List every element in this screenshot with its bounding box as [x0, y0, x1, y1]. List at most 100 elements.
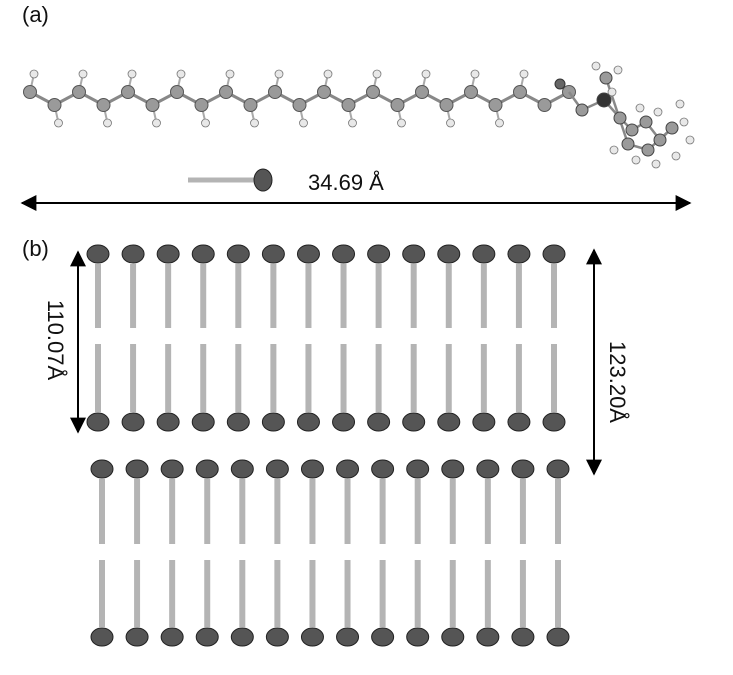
carbon-atom [47, 98, 62, 112]
lipid-head-bottom [332, 412, 356, 432]
hydrogen-atom [609, 145, 619, 155]
hydrogen-atom [519, 69, 529, 79]
panel-a-label: (a) [22, 2, 49, 27]
lipid-head-top [191, 244, 215, 264]
oxygen-atom [554, 78, 566, 90]
carbon-atom [488, 98, 503, 112]
lipid-head-top [265, 459, 289, 479]
hydrogen-atom [54, 118, 63, 128]
nitrogen-atom [596, 92, 612, 108]
lipid-head-bottom [367, 412, 391, 432]
lipid-head-bottom [191, 412, 215, 432]
lipid-head-top [296, 244, 320, 264]
hydrogen-atom [685, 135, 695, 145]
hydrogen-atom [250, 118, 259, 128]
lipid-head-bottom [542, 412, 566, 432]
hydrogen-atom [607, 87, 617, 97]
lipid-head-bottom [90, 627, 114, 647]
carbon-atom [464, 85, 478, 99]
schematic-head [253, 168, 273, 192]
carbon-atom [96, 98, 111, 112]
hydrogen-atom [653, 107, 663, 117]
carbon-atom [194, 98, 209, 112]
carbon-atom [341, 98, 356, 112]
carbon-atom [613, 111, 627, 125]
carbon-atom [513, 85, 527, 99]
lipid-head-top [160, 459, 184, 479]
hydrogen-atom [29, 69, 39, 79]
lipid-head-top [261, 244, 285, 264]
lipid-head-top [86, 244, 110, 264]
lipid-head-bottom [121, 412, 145, 432]
lipid-head-bottom [406, 627, 430, 647]
lipid-head-bottom [86, 412, 110, 432]
carbon-atom [268, 85, 282, 99]
hydrogen-atom [127, 69, 137, 79]
hydrogen-atom [103, 118, 112, 128]
lipid-head-bottom [472, 412, 496, 432]
lipid-head-top [476, 459, 500, 479]
hydrogen-atom [671, 151, 681, 161]
lipid-head-top [300, 459, 324, 479]
carbon-atom [72, 85, 86, 99]
lipid-head-top [332, 244, 356, 264]
panel-b-label: (b) [22, 236, 49, 261]
lipid-head-bottom [265, 627, 289, 647]
lipid-head-bottom [371, 627, 395, 647]
lipid-head-top [507, 244, 531, 264]
carbon-atom [121, 85, 135, 99]
hydrogen-atom [446, 118, 455, 128]
carbon-atom [621, 137, 635, 151]
carbon-atom [665, 121, 679, 135]
hydrogen-atom [78, 69, 88, 79]
lipid-head-bottom [511, 627, 535, 647]
carbon-atom [537, 98, 552, 112]
hydrogen-atom [176, 69, 186, 79]
carbon-atom [219, 85, 233, 99]
lipid-head-bottom [437, 412, 461, 432]
lipid-head-top [402, 244, 426, 264]
lipid-head-bottom [546, 627, 570, 647]
lipid-molecule-model [23, 61, 695, 169]
lipid-head-top [441, 459, 465, 479]
lipid-head-top [546, 459, 570, 479]
lipid-head-top [406, 459, 430, 479]
carbon-atom [292, 98, 307, 112]
lipid-head-top [121, 244, 145, 264]
hydrogen-atom [323, 69, 333, 79]
hydrogen-atom [201, 118, 210, 128]
lipid-head-top [511, 459, 535, 479]
lipid-head-bottom [160, 627, 184, 647]
carbon-atom [23, 85, 37, 99]
lipid-head-top [437, 244, 461, 264]
bilayer-stack [86, 244, 570, 647]
hydrogen-atom [495, 118, 504, 128]
hydrogen-atom [651, 159, 661, 169]
lipid-head-top [472, 244, 496, 264]
carbon-atom [317, 85, 331, 99]
lipid-head-bottom [476, 627, 500, 647]
hydrogen-atom [631, 155, 641, 165]
hydrogen-atom [675, 99, 685, 109]
hydrogen-atom [299, 118, 308, 128]
hydrogen-atom [591, 61, 601, 71]
carbon-atom [599, 71, 613, 85]
lipid-head-bottom [156, 412, 180, 432]
molecule-length-label: 34.69 Å [308, 170, 384, 195]
lipid-head-bottom [195, 627, 219, 647]
lipid-head-top [226, 244, 250, 264]
carbon-atom [639, 115, 653, 129]
lipid-head-bottom [230, 627, 254, 647]
carbon-atom [170, 85, 184, 99]
hydrogen-atom [225, 69, 235, 79]
carbon-atom [439, 98, 454, 112]
carbon-atom [390, 98, 405, 112]
hydrogen-atom [152, 118, 161, 128]
carbon-atom [145, 98, 160, 112]
lipid-head-bottom [296, 412, 320, 432]
hydrogen-atom [635, 103, 645, 113]
hydrogen-atom [613, 65, 623, 75]
lipid-head-bottom [300, 627, 324, 647]
carbon-atom [641, 143, 655, 157]
